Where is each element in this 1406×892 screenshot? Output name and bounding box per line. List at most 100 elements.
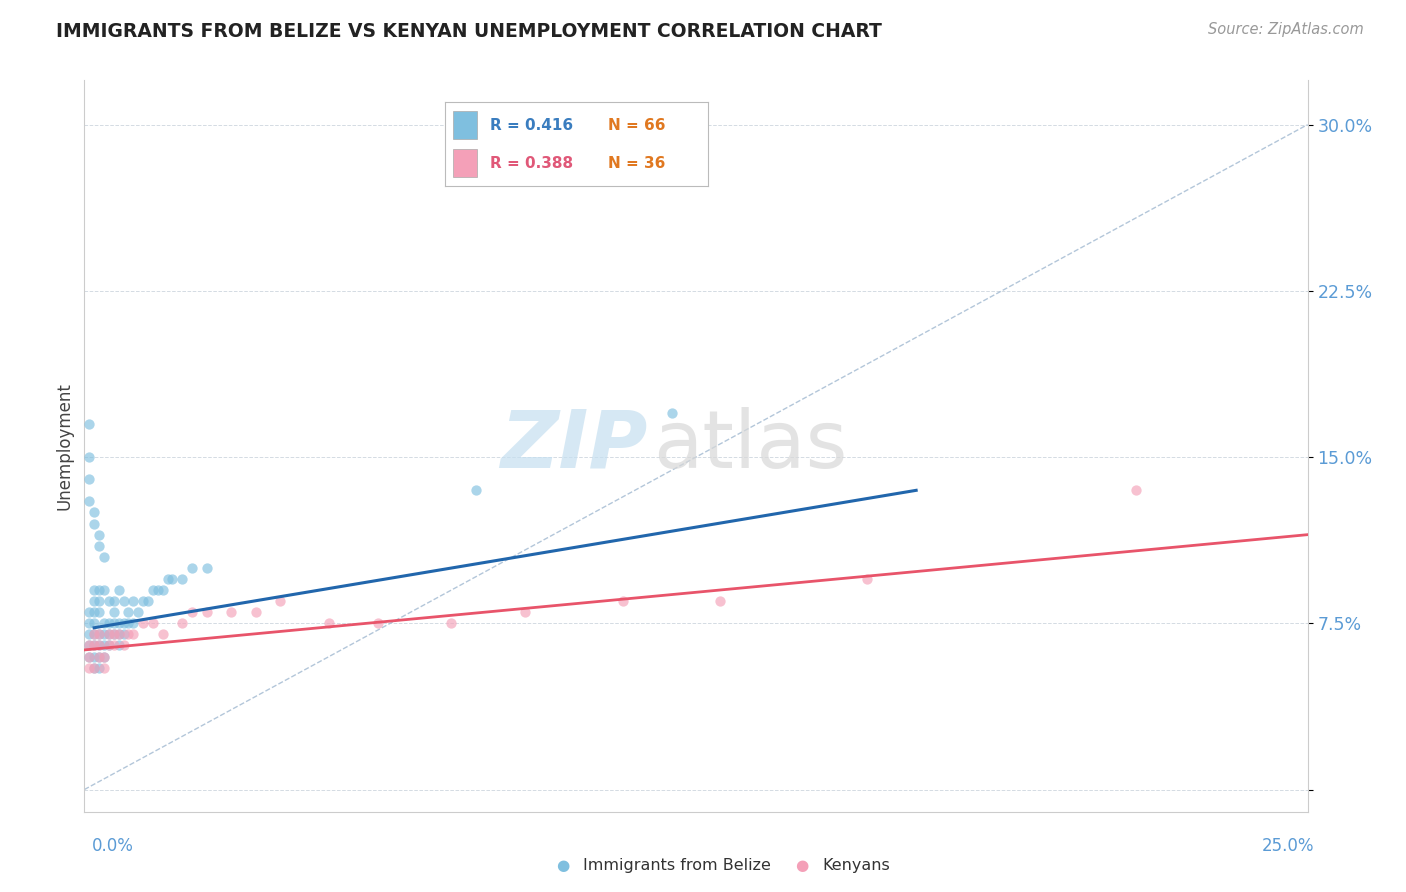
Point <box>93 583 115 598</box>
Point <box>93 627 115 641</box>
Point <box>87 594 110 608</box>
Point <box>152 583 174 598</box>
Point <box>103 605 125 619</box>
Point <box>318 616 340 631</box>
Point <box>103 627 125 641</box>
Text: 25.0%: 25.0% <box>1263 837 1315 855</box>
Point <box>112 616 135 631</box>
Point <box>87 639 110 653</box>
Text: ●: ● <box>555 858 569 872</box>
Point <box>195 605 218 619</box>
Point <box>83 506 105 520</box>
Point <box>93 639 115 653</box>
Point <box>612 594 634 608</box>
Text: IMMIGRANTS FROM BELIZE VS KENYAN UNEMPLOYMENT CORRELATION CHART: IMMIGRANTS FROM BELIZE VS KENYAN UNEMPLO… <box>56 22 882 41</box>
Point <box>103 616 125 631</box>
Point <box>83 627 105 641</box>
Point <box>117 616 139 631</box>
Point <box>77 649 100 664</box>
Point <box>146 583 169 598</box>
Point <box>107 583 129 598</box>
Point <box>269 594 291 608</box>
Text: atlas: atlas <box>654 407 848 485</box>
Point <box>1125 483 1147 498</box>
Point <box>97 627 120 641</box>
Point <box>112 639 135 653</box>
Point <box>132 616 155 631</box>
Point <box>87 639 110 653</box>
Point <box>83 639 105 653</box>
Point <box>513 605 536 619</box>
Point <box>162 572 184 586</box>
Point <box>87 539 110 553</box>
Point <box>136 594 159 608</box>
Point <box>856 572 879 586</box>
Point <box>112 594 135 608</box>
Point <box>122 594 145 608</box>
Point <box>122 616 145 631</box>
Point <box>77 605 100 619</box>
Text: Immigrants from Belize: Immigrants from Belize <box>583 858 772 872</box>
Point <box>103 594 125 608</box>
Point <box>181 561 204 575</box>
Point <box>97 639 120 653</box>
Point <box>83 660 105 674</box>
Point <box>87 649 110 664</box>
Point <box>172 572 194 586</box>
Point <box>142 583 165 598</box>
Point <box>93 649 115 664</box>
Point <box>367 616 389 631</box>
Point <box>77 472 100 486</box>
Point <box>93 616 115 631</box>
Point <box>93 549 115 564</box>
Point <box>83 660 105 674</box>
Text: Kenyans: Kenyans <box>823 858 890 872</box>
Point <box>172 616 194 631</box>
Point <box>83 583 105 598</box>
Point <box>87 627 110 641</box>
Point <box>132 594 155 608</box>
Point <box>93 649 115 664</box>
Point <box>181 605 204 619</box>
Point <box>245 605 267 619</box>
Point <box>77 627 100 641</box>
Point <box>195 561 218 575</box>
Point <box>77 660 100 674</box>
Point <box>661 406 683 420</box>
Point <box>83 594 105 608</box>
Point <box>87 649 110 664</box>
Point <box>152 627 174 641</box>
Point <box>87 605 110 619</box>
Point <box>97 594 120 608</box>
Point <box>107 627 129 641</box>
Point <box>156 572 179 586</box>
Point <box>107 616 129 631</box>
Point <box>103 627 125 641</box>
Point <box>87 583 110 598</box>
Point <box>117 605 139 619</box>
Point <box>127 605 149 619</box>
Point <box>83 516 105 531</box>
Point <box>107 627 129 641</box>
Point <box>77 494 100 508</box>
Point <box>142 616 165 631</box>
Point <box>219 605 242 619</box>
Point <box>77 616 100 631</box>
Point <box>87 660 110 674</box>
Point <box>83 627 105 641</box>
Point <box>87 527 110 541</box>
Text: Source: ZipAtlas.com: Source: ZipAtlas.com <box>1208 22 1364 37</box>
Text: ●: ● <box>794 858 808 872</box>
Point <box>77 649 100 664</box>
Text: 0.0%: 0.0% <box>91 837 134 855</box>
Point <box>440 616 463 631</box>
Point <box>93 660 115 674</box>
Point <box>83 605 105 619</box>
Point <box>709 594 731 608</box>
Point <box>107 639 129 653</box>
Point <box>464 483 486 498</box>
Point <box>77 450 100 464</box>
Point <box>97 616 120 631</box>
Point <box>117 627 139 641</box>
Point <box>83 649 105 664</box>
